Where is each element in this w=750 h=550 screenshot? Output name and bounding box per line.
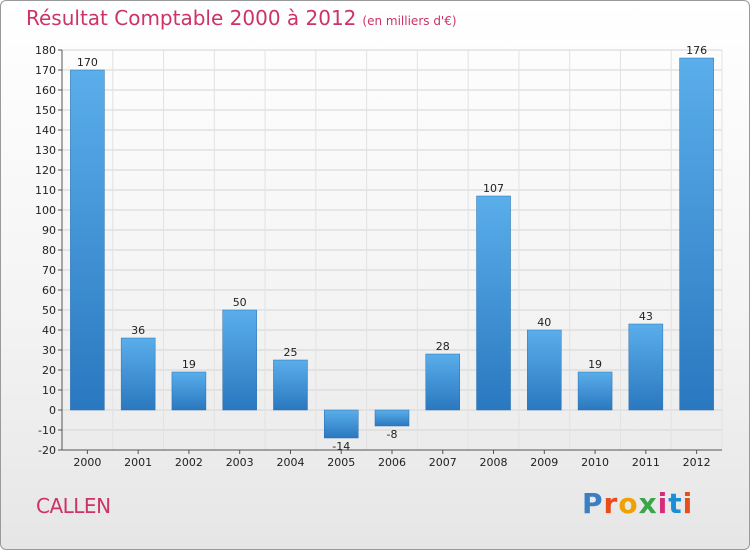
y-tick-label: 170 [35,64,56,77]
y-tick-label: 90 [42,224,56,237]
logo-letter: i [657,487,669,520]
y-tick-label: 180 [35,44,56,57]
y-tick-label: 20 [42,364,56,377]
data-label: 176 [686,44,707,57]
x-tick-label: 2008 [480,456,508,469]
data-label: 19 [588,358,602,371]
y-tick-label: 50 [42,304,56,317]
y-tick-label: 30 [42,344,56,357]
y-tick-label: 70 [42,264,56,277]
y-tick-label: 150 [35,104,56,117]
x-tick-label: 2001 [124,456,152,469]
bar [323,409,359,439]
y-tick-label: 0 [49,404,56,417]
data-label: 19 [182,358,196,371]
data-label: -14 [332,440,350,453]
bar [425,353,461,411]
logo-letter: t [668,487,683,520]
y-tick-label: 160 [35,84,56,97]
bar [527,329,562,411]
chart-title-text: Résultat Comptable 2000 à 2012 [26,6,357,30]
y-tick-label: 10 [42,384,56,397]
y-tick-label: 130 [35,144,56,157]
y-tick-label: 60 [42,284,56,297]
x-tick-label: 2003 [226,456,254,469]
y-tick-label: 100 [35,204,56,217]
logo-letter: P [582,487,604,520]
bar [120,337,156,411]
bar [476,195,511,411]
bar [374,409,410,427]
y-tick-label: 80 [42,244,56,257]
x-tick-label: 2005 [327,456,355,469]
data-label: 107 [483,182,504,195]
x-tick-label: 2009 [530,456,558,469]
data-label: 170 [77,56,98,69]
x-tick-label: 2010 [581,456,609,469]
x-tick-label: 2012 [683,456,711,469]
logo-letter: x [638,487,658,520]
data-label: 43 [639,310,653,323]
logo-letter: i [682,487,694,520]
x-tick-label: 2006 [378,456,406,469]
y-tick-label: -10 [38,424,56,437]
bar [577,371,613,411]
x-tick-label: 2004 [276,456,304,469]
y-tick-label: -20 [38,444,56,457]
chart-title: Résultat Comptable 2000 à 2012 (en millie… [26,6,457,30]
bar-layer [70,57,714,439]
x-tick-label: 2000 [73,456,101,469]
y-tick-label: 140 [35,124,56,137]
bar [171,371,207,411]
data-label: 36 [131,324,145,337]
y-tick-label: 40 [42,324,56,337]
bar [679,57,714,411]
data-label: -8 [387,428,398,441]
bar [273,359,308,411]
proxiti-logo: Proxiti [582,487,693,520]
label-layer: 170 36 19 50 25 -14 -8 28 107 40 19 43 176 [77,44,707,453]
x-tick-label: 2011 [632,456,660,469]
data-label: 25 [283,346,297,359]
logo-letter: o [618,487,639,520]
bar [628,323,664,411]
y-tick-label: 110 [35,184,56,197]
bar [222,309,257,411]
logo-letter: r [603,487,619,520]
x-tick-label: 2002 [175,456,203,469]
axis-layer: -20 -10 0 10 20 30 40 50 60 70 80 90 100 110 120 130 140… [35,44,722,469]
data-label: 40 [537,316,551,329]
x-tick-label: 2007 [429,456,457,469]
commune-name: CALLEN [36,494,111,518]
data-label: 50 [233,296,247,309]
data-label: 28 [436,340,450,353]
chart-subtitle: (en milliers d'€) [362,14,457,28]
bar [70,69,105,411]
grid-layer [61,49,723,451]
y-tick-label: 120 [35,164,56,177]
